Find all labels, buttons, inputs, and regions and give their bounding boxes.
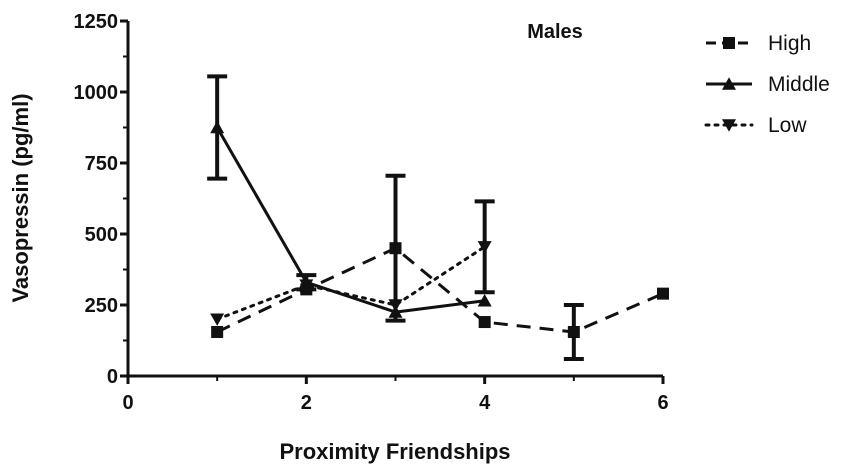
legend-label: Middle xyxy=(768,73,830,96)
data-point xyxy=(477,294,492,307)
axes: 0 250 500 750 1000 1250 0 2 4 6 xyxy=(74,11,669,414)
series-high xyxy=(211,173,669,361)
y-axis-title: Vasopressin (pg/ml) xyxy=(8,93,33,302)
series-line xyxy=(215,245,487,321)
y-tick-label: 250 xyxy=(85,295,118,317)
legend-item-middle: Middle xyxy=(706,73,830,96)
y-tick-label: 1250 xyxy=(74,11,119,33)
series-line xyxy=(216,246,664,334)
legend-marker xyxy=(722,119,736,132)
x-tick-label: 4 xyxy=(479,392,491,414)
y-tick-label: 750 xyxy=(85,153,118,175)
data-point xyxy=(388,299,403,312)
data-point xyxy=(389,242,402,255)
data-point xyxy=(477,241,492,254)
series-line xyxy=(215,126,485,314)
x-tick-label: 6 xyxy=(657,392,668,414)
data-point xyxy=(299,279,314,292)
x-axis-title: Proximity Friendships xyxy=(279,439,510,464)
legend: High Middle Low xyxy=(704,32,830,137)
data-point xyxy=(210,120,225,134)
x-tick-label: 2 xyxy=(301,392,312,414)
legend-label: High xyxy=(768,32,811,55)
series-layer xyxy=(207,74,669,361)
data-point xyxy=(478,316,491,329)
series-middle xyxy=(207,74,492,318)
data-point xyxy=(210,313,225,326)
data-point xyxy=(657,287,669,300)
x-tick-label: 0 xyxy=(122,392,133,414)
y-tick-label: 0 xyxy=(107,366,118,388)
legend-item-low: Low xyxy=(704,114,807,137)
legend-label: Low xyxy=(768,114,807,137)
series-low xyxy=(210,199,495,326)
data-point xyxy=(567,325,580,338)
data-point xyxy=(211,325,224,338)
legend-marker xyxy=(722,77,736,90)
y-tick-label: 500 xyxy=(85,224,118,246)
chart-title: Males xyxy=(527,21,583,43)
legend-marker xyxy=(723,37,735,49)
y-tick-label: 1000 xyxy=(74,82,119,104)
legend-item-high: High xyxy=(706,32,811,55)
